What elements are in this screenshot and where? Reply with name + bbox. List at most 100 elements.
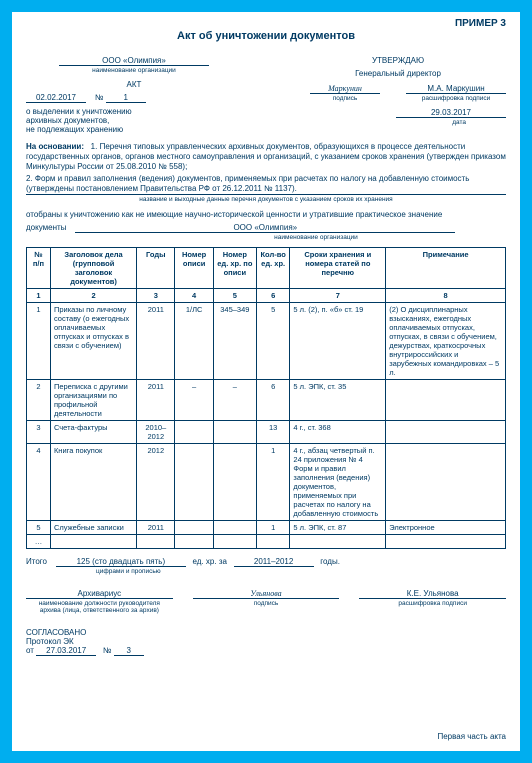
table-cell: 2011 xyxy=(137,380,175,421)
table-row: … xyxy=(27,535,506,549)
table-cell xyxy=(386,535,506,549)
th-4: Номер ед. хр. по описи xyxy=(213,248,256,289)
docs-org-sub: наименование организации xyxy=(126,234,506,241)
total-years: 2011–2012 xyxy=(234,557,314,567)
table-cell xyxy=(386,380,506,421)
table-cell: 2011 xyxy=(137,303,175,380)
table-cell: 5 л. ЭПК, ст. 35 xyxy=(290,380,386,421)
footer-sign: Ульянова xyxy=(193,589,340,599)
table-cell: – xyxy=(175,380,213,421)
table-cell: 1/ЛС xyxy=(175,303,213,380)
table-cell: Книга покупок xyxy=(50,444,136,521)
table-cell: 5 xyxy=(256,303,290,380)
table-row: 4Книга покупок201214 г., абзац четвертый… xyxy=(27,444,506,521)
table-cell xyxy=(256,535,290,549)
header-right: УТВЕРЖДАЮ Генеральный директор Маркунин … xyxy=(290,56,506,134)
footer-pos-sub: наименование должности руководителя архи… xyxy=(26,600,173,614)
basis-2: 2. Форм и правил заполнения (ведения) до… xyxy=(26,174,506,195)
total-word: Итого xyxy=(26,557,47,566)
table-cell xyxy=(386,444,506,521)
table-cell xyxy=(213,421,256,444)
basis-label: На основании: xyxy=(26,142,84,151)
table-cell: 5 xyxy=(27,521,51,535)
table-cell: Служебные записки xyxy=(50,521,136,535)
table-row: 1Приказы по личному составу (о ежегодных… xyxy=(27,303,506,380)
th-1: Заголовок дела (групповой заголовок доку… xyxy=(50,248,136,289)
table-cell: 5 л. (2), п. «б» ст. 19 xyxy=(290,303,386,380)
docs-word: документы xyxy=(26,223,66,232)
table-cell xyxy=(175,521,213,535)
approve-date: 29.03.2017 xyxy=(396,108,506,118)
table-body: 1Приказы по личному составу (о ежегодных… xyxy=(27,303,506,549)
first-part-label: Первая часть акта xyxy=(437,732,506,741)
protocol-no: 3 xyxy=(114,646,144,656)
table-cell: 13 xyxy=(256,421,290,444)
basis-block: На основании: 1. Перечня типовых управле… xyxy=(26,142,506,204)
th-6: Сроки хранения и номера статей по перечн… xyxy=(290,248,386,289)
approve-pos: Генеральный директор xyxy=(290,69,506,78)
nr-1: 2 xyxy=(50,289,136,303)
nr-7: 8 xyxy=(386,289,506,303)
th-3: Номер описи xyxy=(175,248,213,289)
table-cell: (2) О дисциплинарных взысканиях, ежегодн… xyxy=(386,303,506,380)
table-header-row: № п/п Заголовок дела (групповой заголово… xyxy=(27,248,506,289)
footer-name-sub: расшифровка подписи xyxy=(359,600,506,607)
footer-signatures: Архивариус наименование должности руково… xyxy=(26,589,506,614)
totals-line: Итого 125 (сто двадцать пять) ед. хр. за… xyxy=(26,557,506,575)
table-cell xyxy=(50,535,136,549)
approve-sign-sub: подпись xyxy=(310,95,380,102)
approve-name-sub: расшифровка подписи xyxy=(406,95,506,102)
table-cell xyxy=(137,535,175,549)
approve-date-sub: дата xyxy=(290,119,506,126)
table-cell: Приказы по личному составу (о ежегодных … xyxy=(50,303,136,380)
docs-org: ООО «Олимпия» xyxy=(75,223,455,233)
table-cell xyxy=(386,421,506,444)
protocol-from: от xyxy=(26,646,34,655)
org-name: ООО «Олимпия» xyxy=(59,56,209,66)
table-cell: 1 xyxy=(27,303,51,380)
table-cell: 6 xyxy=(256,380,290,421)
table-num-row: 1 2 3 4 5 6 7 8 xyxy=(27,289,506,303)
main-table: № п/п Заголовок дела (групповой заголово… xyxy=(26,247,506,549)
header-left: ООО «Олимпия» наименование организации А… xyxy=(26,56,242,134)
table-cell xyxy=(175,421,213,444)
footer-sign-sub: подпись xyxy=(193,600,340,607)
protocol-date: 27.03.2017 xyxy=(36,646,96,656)
table-row: 2Переписка с другими организациями по пр… xyxy=(27,380,506,421)
table-cell: 4 г., абзац четвертый п. 24 приложения №… xyxy=(290,444,386,521)
th-7: Примечание xyxy=(386,248,506,289)
table-cell: 4 г., ст. 368 xyxy=(290,421,386,444)
table-cell xyxy=(290,535,386,549)
table-cell xyxy=(213,535,256,549)
table-cell: 2010–2012 xyxy=(137,421,175,444)
nr-5: 6 xyxy=(256,289,290,303)
nr-4: 5 xyxy=(213,289,256,303)
agreed-block: СОГЛАСОВАНО Протокол ЭК от 27.03.2017 № … xyxy=(26,628,506,656)
table-cell: Счета-фактуры xyxy=(50,421,136,444)
agreed-label: СОГЛАСОВАНО xyxy=(26,628,506,637)
total-qty-sub: цифрами и прописью xyxy=(96,568,506,575)
table-cell: Переписка с другими организациями по про… xyxy=(50,380,136,421)
table-cell: 3 xyxy=(27,421,51,444)
akt-no-label: № xyxy=(95,93,104,102)
th-2: Годы xyxy=(137,248,175,289)
table-cell xyxy=(213,521,256,535)
selected-line: отобраны к уничтожению как не имеющие на… xyxy=(26,210,506,219)
akt-about-2: архивных документов, xyxy=(26,116,242,125)
akt-about-1: о выделении к уничтожению xyxy=(26,107,242,116)
basis-sub: название и выходные данные перечня докум… xyxy=(26,196,506,204)
nr-6: 7 xyxy=(290,289,386,303)
nr-3: 4 xyxy=(175,289,213,303)
protocol-no-label: № xyxy=(103,646,112,655)
table-cell xyxy=(175,535,213,549)
table-cell: 2011 xyxy=(137,521,175,535)
footer-pos: Архивариус xyxy=(26,589,173,599)
org-name-sub: наименование организации xyxy=(26,67,242,74)
table-cell: 2012 xyxy=(137,444,175,521)
approve-sign: Маркунин xyxy=(310,84,380,94)
table-cell: – xyxy=(213,380,256,421)
document-page: ПРИМЕР 3 Акт об уничтожении документов О… xyxy=(12,12,520,751)
doc-title: Акт об уничтожении документов xyxy=(26,30,506,42)
table-cell: … xyxy=(27,535,51,549)
table-cell xyxy=(175,444,213,521)
